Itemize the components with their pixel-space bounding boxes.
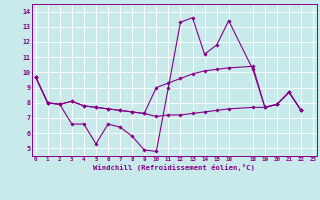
X-axis label: Windchill (Refroidissement éolien,°C): Windchill (Refroidissement éolien,°C) <box>93 164 255 171</box>
